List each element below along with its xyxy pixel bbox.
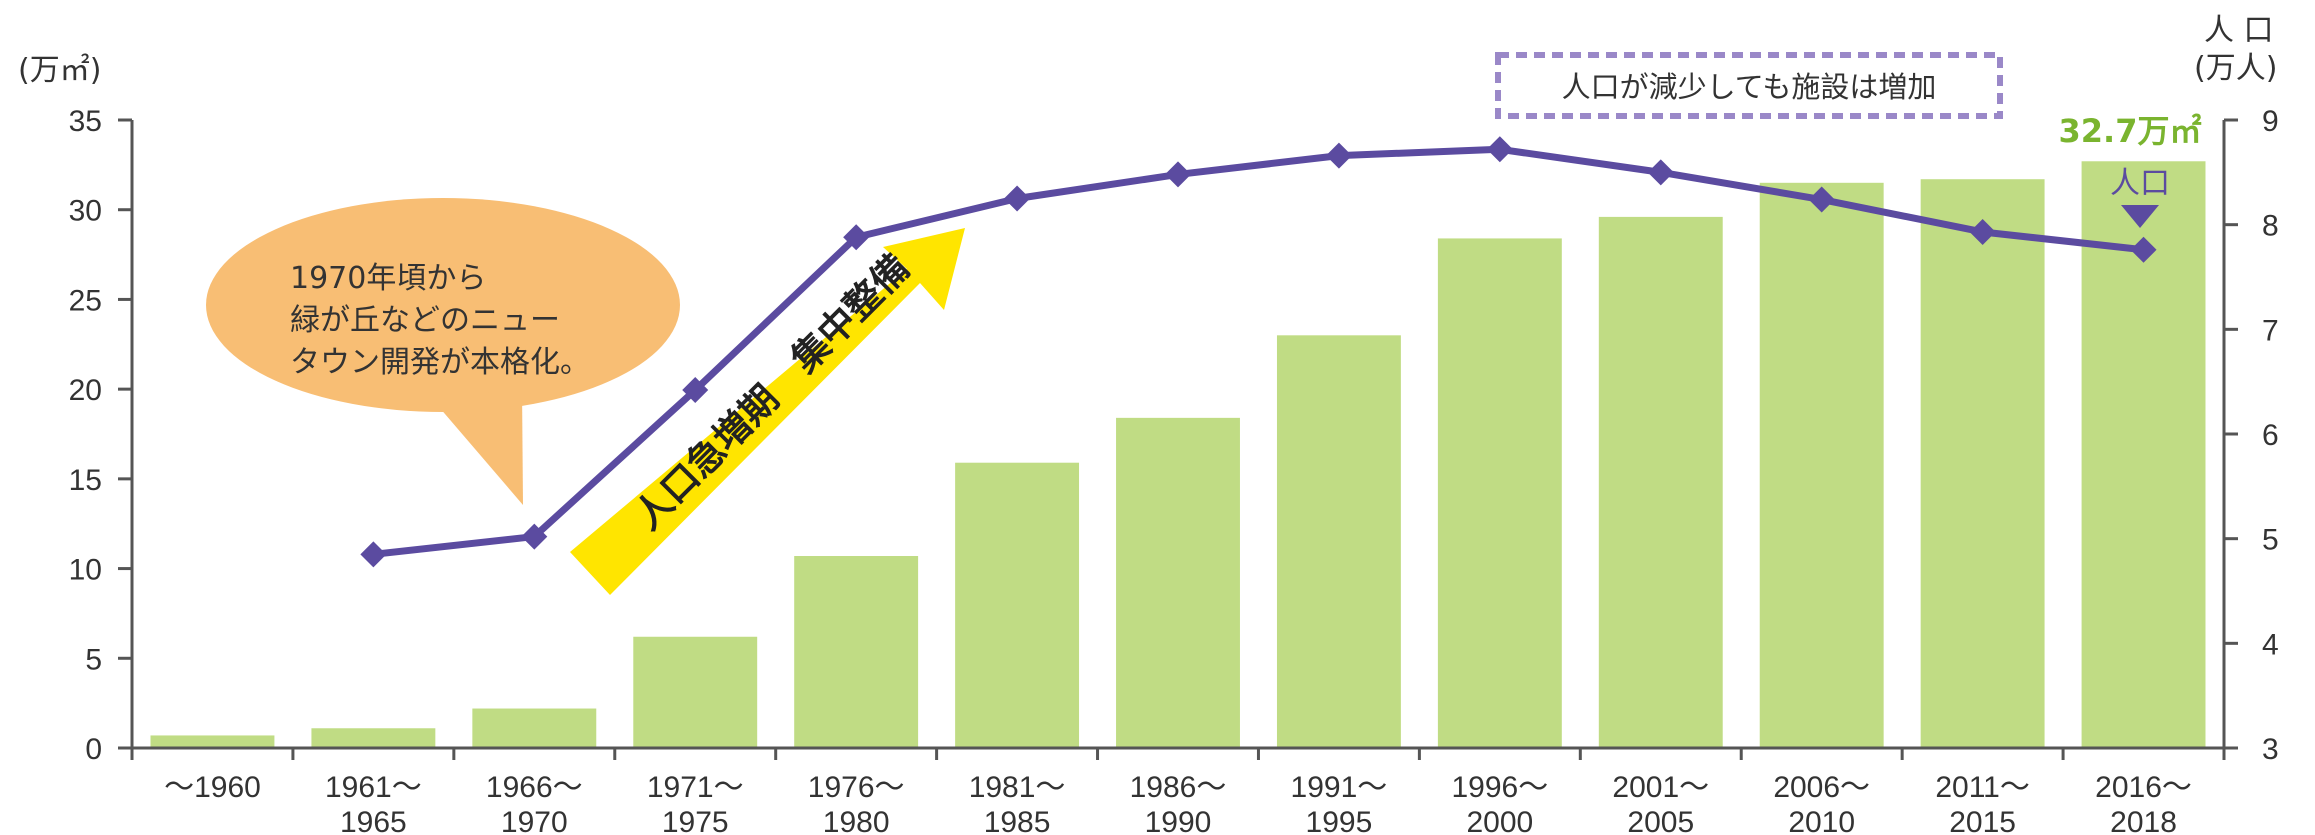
- population-point: [1325, 142, 1352, 169]
- x-tick-label: 1991～: [1291, 771, 1388, 804]
- bar: [1437, 238, 1562, 748]
- left-tick-label: 30: [69, 195, 102, 228]
- speech-bubble-body: [206, 198, 680, 412]
- x-tick-label: 1976～: [808, 771, 905, 804]
- population-point: [1486, 136, 1513, 163]
- x-tick-label: 1971～: [647, 771, 744, 804]
- bubble-line-1: 1970年頃から: [290, 261, 486, 296]
- population-point: [521, 523, 548, 550]
- population-point: [1165, 161, 1191, 188]
- right-axis-label: 人 口: [2204, 13, 2274, 48]
- bar: [1276, 335, 1401, 748]
- x-tick-label: 1981～: [969, 771, 1066, 804]
- bar-series: [150, 161, 2206, 749]
- x-tick-label: 2015: [1949, 806, 2016, 835]
- speech-bubble: 1970年頃から 緑が丘などのニュー タウン開発が本格化。: [206, 198, 680, 505]
- population-markers: [360, 136, 2157, 568]
- x-tick-label: 1961～: [325, 771, 422, 804]
- right-tick-label: 5: [2262, 524, 2279, 557]
- x-tick-label: 1986～: [1130, 771, 1227, 804]
- right-tick-label: 3: [2262, 733, 2279, 766]
- dashed-callout: 人口が減少しても施設は増加: [1495, 52, 2003, 119]
- bar: [1759, 182, 1884, 749]
- x-tick-label: 1995: [1306, 806, 1373, 835]
- x-tick-label: 1970: [501, 806, 568, 835]
- bar: [955, 462, 1080, 748]
- bar: [633, 636, 758, 748]
- x-tick-label: 1996～: [1451, 771, 1548, 804]
- x-tick-label: 2000: [1466, 806, 1533, 835]
- population-line: [372, 145, 2144, 558]
- bar: [311, 728, 436, 748]
- population-point: [2130, 236, 2157, 263]
- x-tick-label: 1966～: [486, 771, 583, 804]
- right-tick-label: 8: [2262, 210, 2279, 243]
- x-tick-label: 1980: [823, 806, 890, 835]
- right-axis-ticks: 3 4 5 6 7 8 9: [2224, 105, 2279, 766]
- right-tick-label: 6: [2262, 419, 2279, 452]
- x-tick-label: 1990: [1145, 806, 1212, 835]
- bar: [1920, 179, 2045, 748]
- bubble-line-3: タウン開発が本格化。: [290, 345, 590, 380]
- x-tick-label: 2016～: [2095, 771, 2192, 804]
- speech-bubble-tail: [433, 388, 523, 505]
- left-axis-ticks: 0 5 10 15 20 25 30 35: [69, 105, 132, 766]
- left-tick-label: 0: [85, 733, 102, 766]
- bar: [794, 556, 919, 748]
- right-tick-label: 4: [2262, 628, 2279, 661]
- right-axis-unit: (万人): [2194, 51, 2277, 86]
- x-tick-label: 2006～: [1773, 771, 1870, 804]
- x-tick-label: 2011～: [1935, 771, 2030, 804]
- population-point: [1969, 218, 1996, 245]
- left-tick-label: 25: [69, 284, 102, 317]
- x-axis-labels: ～1960 1961～19651966～19701971～19751976～198…: [164, 771, 2192, 835]
- left-tick-label: 5: [85, 643, 102, 676]
- population-point: [843, 224, 870, 251]
- x-tick-label: 1985: [984, 806, 1051, 835]
- x-tick-label: 2005: [1627, 806, 1694, 835]
- left-tick-label: 15: [69, 464, 102, 497]
- x-tick-label: 2001～: [1612, 771, 1709, 804]
- x-axis-ticks: [130, 748, 2226, 760]
- bar: [472, 708, 597, 748]
- population-marker-label: 人口: [2110, 166, 2170, 201]
- left-tick-label: 20: [69, 374, 102, 407]
- population-point: [1808, 186, 1835, 213]
- x-tick-label: 2010: [1788, 806, 1855, 835]
- bar: [150, 735, 275, 748]
- population-marker-arrow: [2121, 205, 2159, 228]
- last-bar-value-label: 32.7万㎡: [2059, 112, 2202, 150]
- right-tick-label: 7: [2262, 314, 2279, 347]
- x-tick-label: 2018: [2110, 806, 2177, 835]
- x-tick-label: 1975: [662, 806, 729, 835]
- right-tick-label: 9: [2262, 105, 2279, 138]
- left-axis-unit: (万㎡): [18, 53, 101, 88]
- left-tick-label: 35: [69, 105, 102, 138]
- x-tick-label: 1965: [340, 806, 407, 835]
- bubble-line-2: 緑が丘などのニュー: [290, 303, 560, 338]
- bar: [1598, 216, 1723, 749]
- dashed-callout-box: [1495, 52, 2003, 119]
- x-tick-label: ～1960: [164, 771, 261, 804]
- population-point: [1004, 185, 1031, 212]
- left-tick-label: 10: [69, 554, 102, 587]
- bar: [1116, 417, 1240, 748]
- population-point: [360, 541, 387, 568]
- population-point: [682, 377, 709, 404]
- growth-arrow-shape: [570, 228, 965, 595]
- dashed-callout-text: 人口が減少しても施設は増加: [1562, 70, 1937, 104]
- population-point: [1647, 159, 1674, 186]
